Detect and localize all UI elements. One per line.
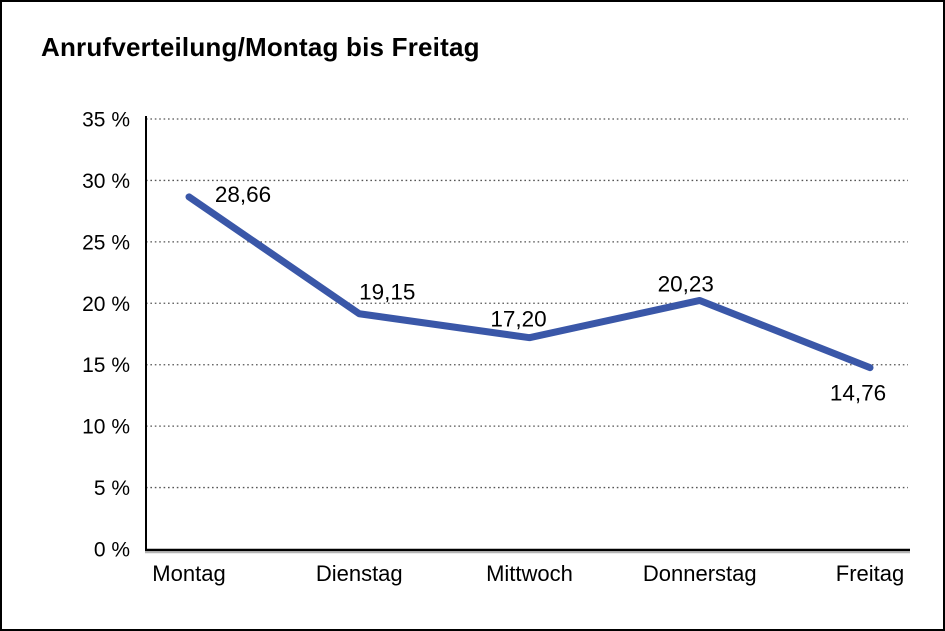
data-point-label: 17,20 (490, 307, 546, 332)
chart-title: Anrufverteilung/Montag bis Freitag (41, 32, 480, 62)
y-tick-label: 15 % (82, 354, 130, 377)
data-point-label: 19,15 (359, 280, 415, 305)
x-category-label: Freitag (836, 561, 904, 586)
y-tick-label: 25 % (82, 231, 130, 254)
data-point-label: 20,23 (658, 271, 714, 296)
x-category-label: Mittwoch (486, 561, 573, 586)
y-tick-label: 5 % (94, 477, 130, 500)
data-point-label: 14,76 (830, 381, 886, 406)
y-tick-label: 10 % (82, 416, 130, 439)
data-line (185, 193, 874, 372)
y-tick-label: 0 % (94, 539, 130, 562)
y-tick-label: 30 % (82, 170, 130, 193)
y-tick-label: 20 % (82, 293, 130, 316)
y-tick-label: 35 % (82, 109, 130, 132)
x-category-label: Dienstag (316, 561, 403, 586)
data-point-label: 28,66 (215, 182, 271, 207)
x-category-label: Donnerstag (643, 561, 757, 586)
x-category-label: Montag (152, 561, 225, 586)
